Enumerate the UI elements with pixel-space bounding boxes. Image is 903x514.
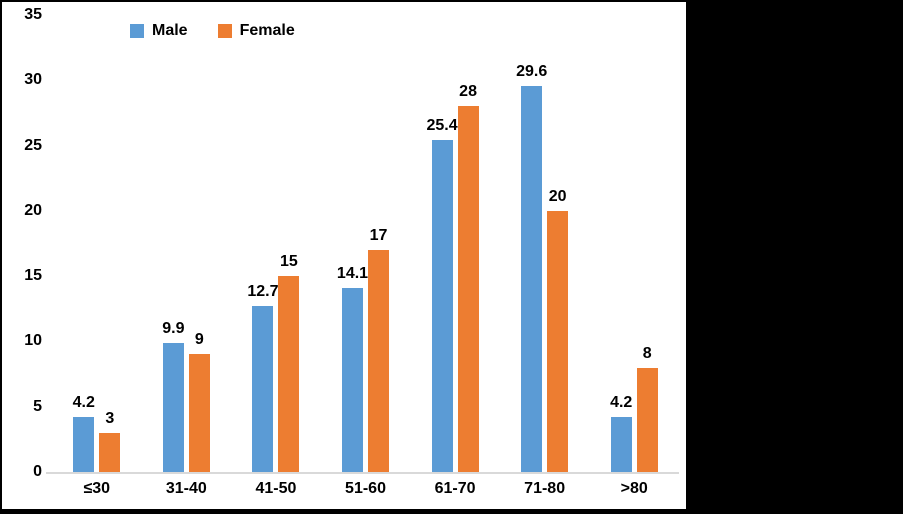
x-axis-category-label-51-60: 51-60 xyxy=(345,480,386,497)
y-axis-tick-label-20: 20 xyxy=(24,201,42,219)
bar-male-61-70 xyxy=(431,140,453,472)
y-axis-tick-label-5: 5 xyxy=(33,397,42,415)
x-axis-category-label-41-50: 41-50 xyxy=(255,480,297,497)
bar-value-label-male-41-50: 12.7 xyxy=(247,283,279,301)
bar-male-71-80 xyxy=(521,85,543,472)
y-axis-tick-label-25: 25 xyxy=(24,136,42,154)
bar-male-80 xyxy=(610,417,632,472)
bar-female-31-40 xyxy=(188,354,210,472)
x-axis-category-label-31-40: 31-40 xyxy=(165,480,207,497)
bar-value-label-female-41-50: 15 xyxy=(280,253,298,271)
legend: Male Female xyxy=(130,23,295,39)
bar-male-41-50 xyxy=(252,306,274,472)
chart-panel: Male Female 0 5 10 15 20 25 30 35 4.2 3 ≤30 9.9 9 31-4… xyxy=(2,2,686,509)
bar-value-label-male-30: 4.2 xyxy=(72,394,95,412)
bar-value-label-female-30: 3 xyxy=(105,409,115,427)
y-axis-tick-label-0: 0 xyxy=(33,463,42,480)
right-black-panel xyxy=(686,0,903,514)
legend-label-female: Female xyxy=(239,22,295,39)
bar-female-30 xyxy=(99,432,121,472)
x-axis-line xyxy=(46,472,679,474)
bar-value-label-male-80: 4.2 xyxy=(610,394,633,412)
legend-label-male: Male xyxy=(152,22,188,39)
bar-value-label-male-51-60: 14.1 xyxy=(336,264,369,282)
y-axis-tick-label-10: 10 xyxy=(24,332,42,350)
y-axis-tick-label-15: 15 xyxy=(24,267,42,285)
bar-value-label-male-31-40: 9.9 xyxy=(162,319,185,337)
legend-swatch-male xyxy=(130,24,144,38)
bar-value-label-female-80: 8 xyxy=(642,344,652,362)
bar-value-label-female-31-40: 9 xyxy=(194,331,204,349)
bar-male-31-40 xyxy=(162,342,184,472)
bar-female-51-60 xyxy=(368,250,389,472)
bar-value-label-male-71-80: 29.6 xyxy=(516,62,548,80)
plot-area: 0 5 10 15 20 25 30 35 4.2 3 ≤30 9.9 9 31-40 12.7 15 41-5… xyxy=(2,2,686,509)
bar-male-51-60 xyxy=(342,287,363,472)
x-axis-category-label-30: ≤30 xyxy=(83,480,111,497)
x-axis-category-label-71-80: 71-80 xyxy=(524,480,566,497)
legend-item-female: Female xyxy=(217,22,295,39)
bar-female-41-50 xyxy=(278,276,300,472)
x-axis-category-label-80: >80 xyxy=(620,480,648,497)
bar-female-80 xyxy=(636,367,658,472)
bar-value-label-male-61-70: 25.4 xyxy=(426,117,458,135)
bar-female-71-80 xyxy=(547,210,569,472)
bar-female-61-70 xyxy=(457,106,479,472)
bar-value-label-female-51-60: 17 xyxy=(369,227,388,245)
legend-item-male: Male xyxy=(130,23,188,39)
bar-value-label-female-61-70: 28 xyxy=(459,83,477,101)
legend-swatch-female xyxy=(217,24,232,38)
x-axis-category-label-61-70: 61-70 xyxy=(434,480,476,497)
y-axis-tick-label-30: 30 xyxy=(24,71,42,89)
bar-value-label-female-71-80: 20 xyxy=(548,187,567,205)
bar-male-30 xyxy=(73,417,95,472)
y-axis-tick-label-35: 35 xyxy=(24,6,42,23)
